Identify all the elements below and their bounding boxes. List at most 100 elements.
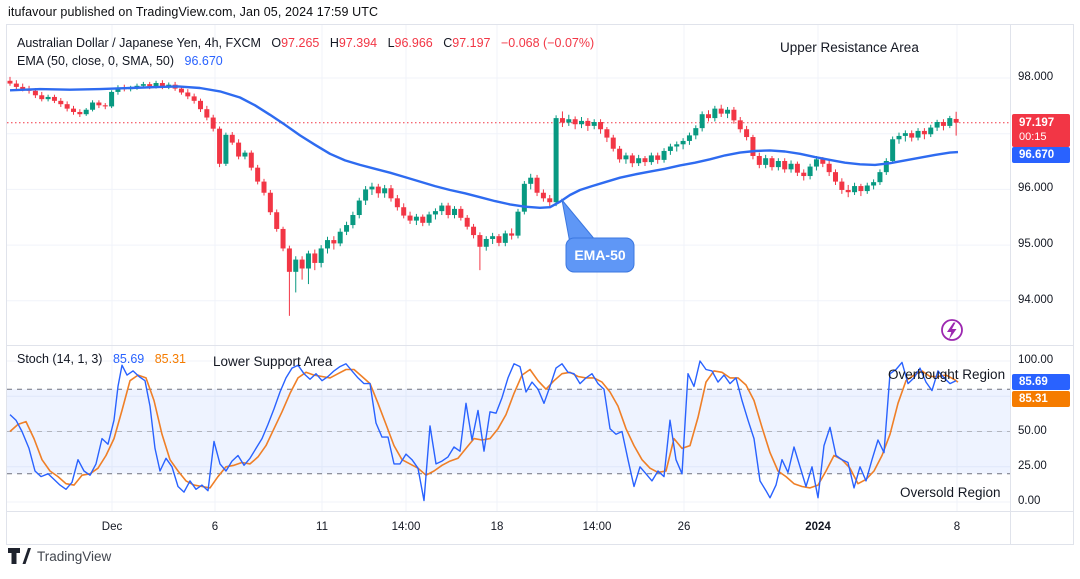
candle-down: [756, 155, 762, 165]
overbought-region-label: Overbought Region: [888, 367, 1006, 382]
candle-down: [921, 130, 927, 135]
candle-up: [947, 118, 953, 126]
tradingview-logo[interactable]: TradingView: [8, 548, 111, 564]
candle-down: [147, 84, 153, 87]
candle-down: [610, 137, 616, 149]
candle-down: [445, 205, 451, 216]
candle-down: [769, 158, 775, 168]
candle-up: [432, 211, 438, 215]
candle-down: [598, 122, 604, 130]
candle-up: [680, 140, 686, 145]
lower-support-label: Lower Support Area: [213, 354, 333, 369]
candle-up: [293, 259, 299, 272]
candle-down: [102, 105, 108, 107]
candle-down: [274, 212, 280, 229]
ema-value-badge: 96.670: [1012, 147, 1070, 163]
candle-up: [763, 158, 769, 165]
ema-legend-label[interactable]: EMA (50, close, 0, SMA, 50): [17, 54, 175, 68]
candle-up: [877, 172, 883, 183]
candle-down: [794, 163, 800, 173]
candle-up: [915, 130, 921, 138]
price-tick-label: 94.000: [1018, 293, 1054, 306]
candle-down: [178, 88, 184, 93]
candle-up: [902, 133, 908, 136]
stoch-tick-label: 25.00: [1018, 459, 1047, 472]
candle-down: [39, 95, 45, 100]
candle-down: [744, 129, 750, 138]
candle-down: [534, 177, 540, 193]
candle-up: [807, 166, 813, 177]
symbol-legend[interactable]: Australian Dollar / Japanese Yen, 4h, FX…: [17, 36, 594, 50]
flash-icon[interactable]: [941, 319, 963, 341]
candle-down: [159, 83, 165, 87]
candle-down: [782, 160, 788, 170]
candle-up: [426, 214, 432, 223]
candle-down: [826, 163, 832, 173]
candle-down: [77, 111, 83, 115]
candle-down: [407, 215, 413, 221]
candle-up: [775, 160, 781, 168]
candle-up: [890, 139, 896, 161]
upper-resistance-label: Upper Resistance Area: [780, 40, 919, 55]
candle-up: [439, 205, 445, 212]
candle-up: [883, 160, 889, 173]
candle-down: [820, 159, 826, 164]
stoch-legend-label[interactable]: Stoch (14, 1, 3): [17, 352, 103, 366]
candle-up: [483, 238, 489, 247]
candle-up: [934, 122, 940, 128]
candle-down: [280, 228, 286, 249]
candle-up: [521, 183, 527, 212]
candle-up: [382, 188, 388, 194]
candle-down: [375, 186, 381, 194]
candle-down: [845, 189, 851, 193]
candle-down: [198, 100, 203, 110]
candle-up: [813, 159, 819, 167]
candle-down: [731, 109, 737, 121]
candle-up: [344, 225, 350, 232]
symbol-title[interactable]: Australian Dollar / Japanese Yen, 4h, FX…: [17, 36, 261, 50]
candle-down: [559, 118, 565, 123]
candle-down: [299, 259, 305, 269]
stoch-legend[interactable]: Stoch (14, 1, 3) 85.69 85.31: [17, 352, 186, 366]
current-price-value: 97.197: [1019, 117, 1055, 129]
candle-down: [331, 240, 337, 244]
candle-down: [585, 120, 591, 126]
candle-down: [750, 137, 756, 156]
candle-down: [191, 96, 197, 101]
time-tick-label: 14:00: [391, 521, 421, 533]
time-tick-label: 2024: [805, 521, 831, 533]
candle-up: [452, 208, 457, 216]
candle-down: [96, 102, 102, 106]
candle-up: [852, 186, 858, 193]
stoch-k-value: 85.69: [112, 352, 145, 366]
candle-down: [394, 198, 400, 208]
candle-up: [115, 87, 121, 92]
candle-up: [413, 216, 419, 221]
ema-legend[interactable]: EMA (50, close, 0, SMA, 50) 96.670: [17, 54, 223, 68]
change-value: −0.068 (−0.07%): [501, 36, 595, 50]
stoch-d-badge: 85.31: [1012, 391, 1070, 407]
stoch-k-line: [9, 360, 957, 502]
candle-up: [502, 233, 508, 243]
time-tick-label: 6: [211, 521, 219, 533]
ema-callout[interactable]: [561, 198, 635, 273]
ema-50-line: [9, 85, 959, 210]
candle-down: [858, 186, 864, 192]
candle-down: [388, 188, 394, 199]
candle-down: [617, 148, 623, 160]
candle-down: [204, 109, 210, 118]
candle-up: [553, 118, 559, 203]
stoch-tick-label: 0.00: [1018, 495, 1041, 507]
candles: [7, 76, 959, 316]
candle-down: [940, 122, 946, 126]
ema-legend-value: 96.670: [184, 54, 223, 68]
candle-up: [153, 83, 159, 87]
candle-up: [725, 109, 731, 114]
price-tick-label: 98.000: [1018, 71, 1054, 83]
candle-down: [71, 108, 76, 112]
ohlc-high: H97.394: [329, 36, 378, 50]
candle-up: [83, 109, 89, 115]
candle-down: [540, 192, 546, 199]
candle-down: [477, 235, 483, 247]
